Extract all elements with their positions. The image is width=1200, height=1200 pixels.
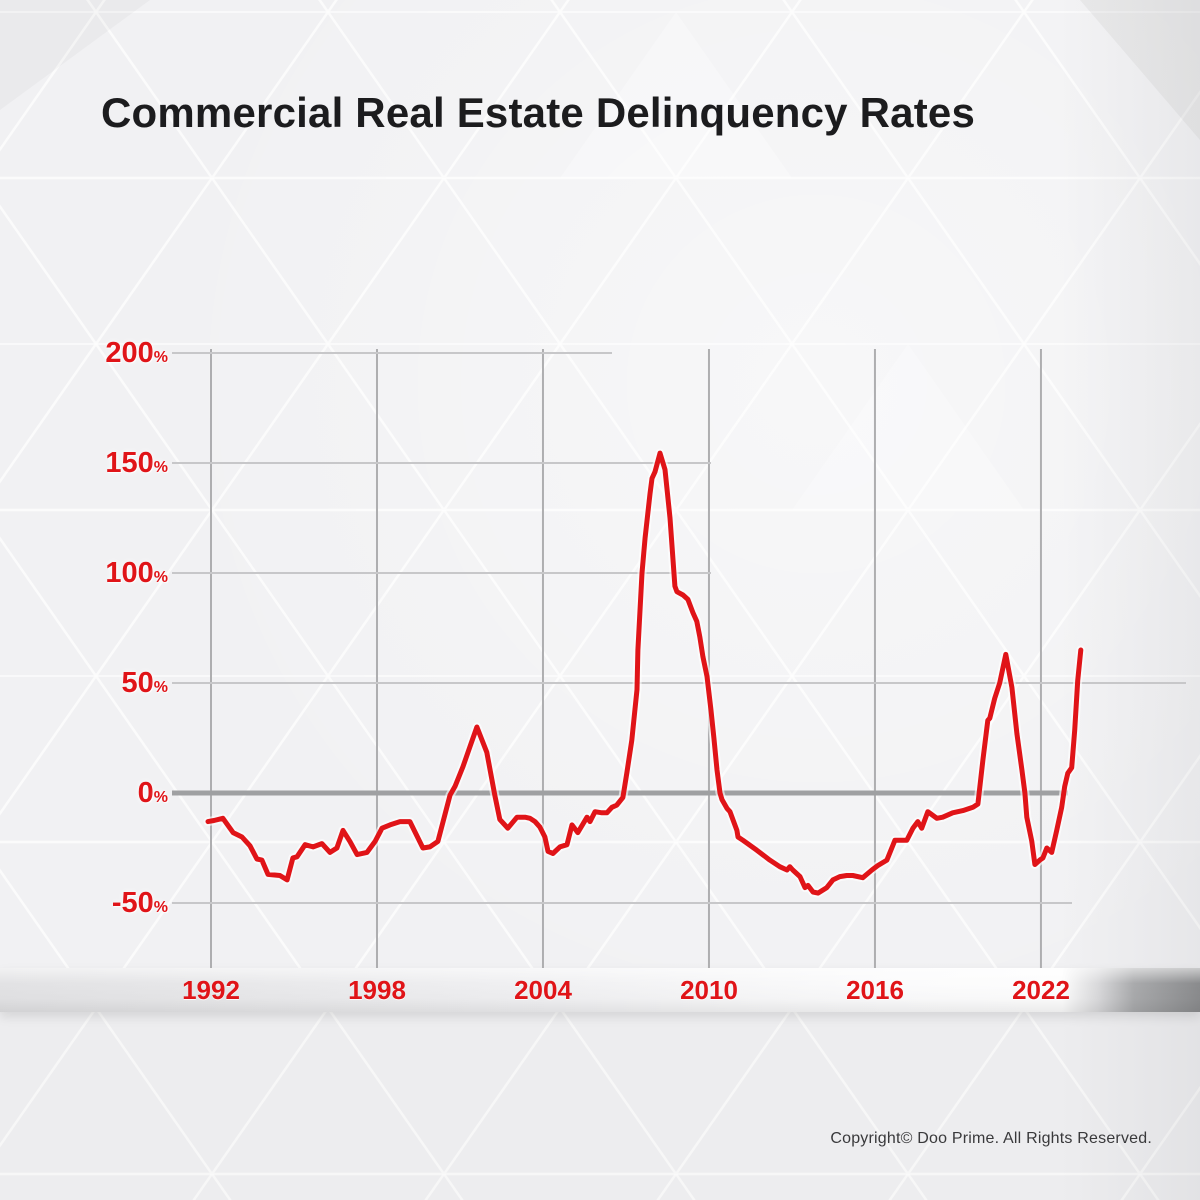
- y-tick-value: 200: [105, 337, 154, 369]
- x-axis-band: [0, 968, 1200, 1012]
- percent-suffix: %: [153, 679, 168, 696]
- y-tick-value: 150: [105, 447, 154, 479]
- x-tick-1992: 1992: [182, 975, 240, 1005]
- y-tick-50: 50%: [0, 665, 169, 701]
- delinquency-line: [205, 450, 1084, 896]
- percent-suffix: %: [153, 349, 168, 366]
- y-tick--50: -50%: [0, 885, 168, 921]
- y-tick-150: 150%: [0, 445, 168, 481]
- percent-suffix: %: [153, 899, 168, 916]
- y-tick-value: 100: [105, 557, 154, 589]
- percent-suffix: %: [153, 569, 168, 586]
- x-tick-1998: 1998: [348, 975, 406, 1005]
- y-tick-200: 200%: [0, 335, 168, 371]
- y-tick-value: 50: [121, 667, 154, 699]
- x-tick-2016: 2016: [846, 975, 904, 1005]
- y-tick-100: 100%: [0, 555, 168, 591]
- line-halo: [203, 448, 1086, 898]
- copyright-text: Copyright© Doo Prime. All Rights Reserve…: [830, 1130, 1152, 1147]
- y-tick-value: 0: [137, 777, 154, 809]
- x-tick-2010: 2010: [680, 975, 738, 1005]
- x-tick-2022: 2022: [1012, 975, 1070, 1005]
- percent-suffix: %: [153, 459, 168, 476]
- x-tick-2004: 2004: [514, 975, 572, 1005]
- chart-title: Commercial Real Estate Delinquency Rates: [101, 89, 976, 136]
- y-tick-0: 0%: [0, 775, 168, 811]
- y-tick-value: -50: [111, 887, 154, 919]
- percent-suffix: %: [153, 789, 168, 806]
